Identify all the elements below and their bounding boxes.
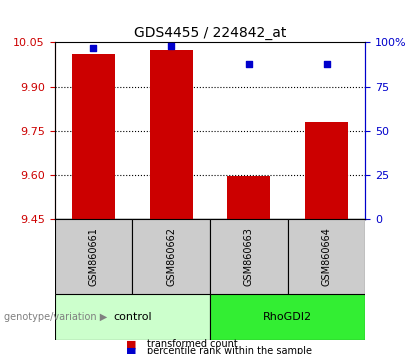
Bar: [72, 54, 115, 219]
Text: ■: ■: [126, 346, 136, 354]
Text: ■: ■: [126, 339, 136, 349]
Point: [168, 43, 175, 49]
Bar: [228, 176, 270, 219]
Text: GSM860664: GSM860664: [322, 227, 331, 286]
Text: GSM860661: GSM860661: [89, 227, 98, 286]
Text: control: control: [113, 312, 152, 322]
Text: transformed count: transformed count: [147, 339, 238, 349]
Point: [90, 45, 97, 51]
Bar: [210, 294, 365, 340]
Bar: [132, 219, 210, 294]
Bar: [55, 294, 210, 340]
Text: RhoGDI2: RhoGDI2: [263, 312, 312, 322]
Text: GSM860662: GSM860662: [166, 227, 176, 286]
Bar: [150, 50, 192, 219]
Point: [245, 61, 252, 67]
Text: percentile rank within the sample: percentile rank within the sample: [147, 346, 312, 354]
Text: genotype/variation ▶: genotype/variation ▶: [4, 312, 108, 322]
Bar: [55, 219, 132, 294]
Text: GSM860663: GSM860663: [244, 227, 254, 286]
Bar: [288, 219, 365, 294]
Title: GDS4455 / 224842_at: GDS4455 / 224842_at: [134, 26, 286, 40]
Bar: [305, 122, 348, 219]
Bar: [210, 219, 288, 294]
Point: [323, 61, 330, 67]
